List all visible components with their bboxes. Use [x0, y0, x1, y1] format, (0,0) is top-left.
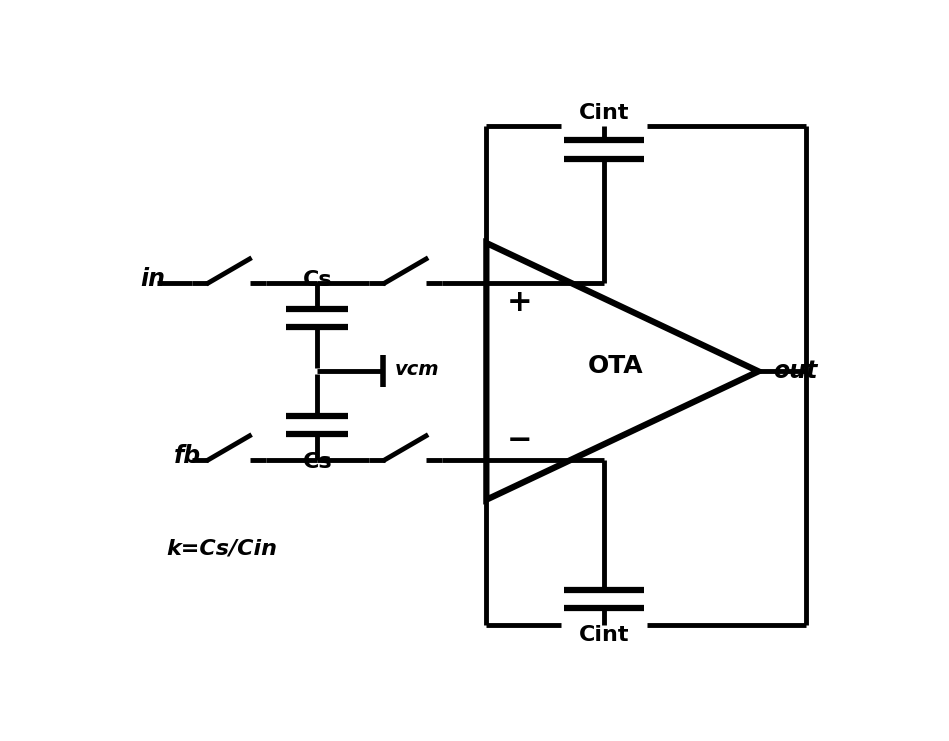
- Text: Cs: Cs: [303, 452, 332, 472]
- Text: OTA: OTA: [587, 353, 642, 378]
- Text: fb: fb: [174, 445, 201, 468]
- Text: −: −: [507, 426, 532, 455]
- Text: in: in: [140, 268, 166, 291]
- Text: +: +: [507, 288, 532, 316]
- Text: Cint: Cint: [579, 625, 629, 645]
- Text: Cs: Cs: [303, 270, 332, 290]
- Text: Cint: Cint: [579, 103, 629, 123]
- Text: vcm: vcm: [395, 359, 439, 379]
- Text: out: out: [773, 359, 818, 383]
- Text: k=Cs/Cin: k=Cs/Cin: [166, 538, 277, 558]
